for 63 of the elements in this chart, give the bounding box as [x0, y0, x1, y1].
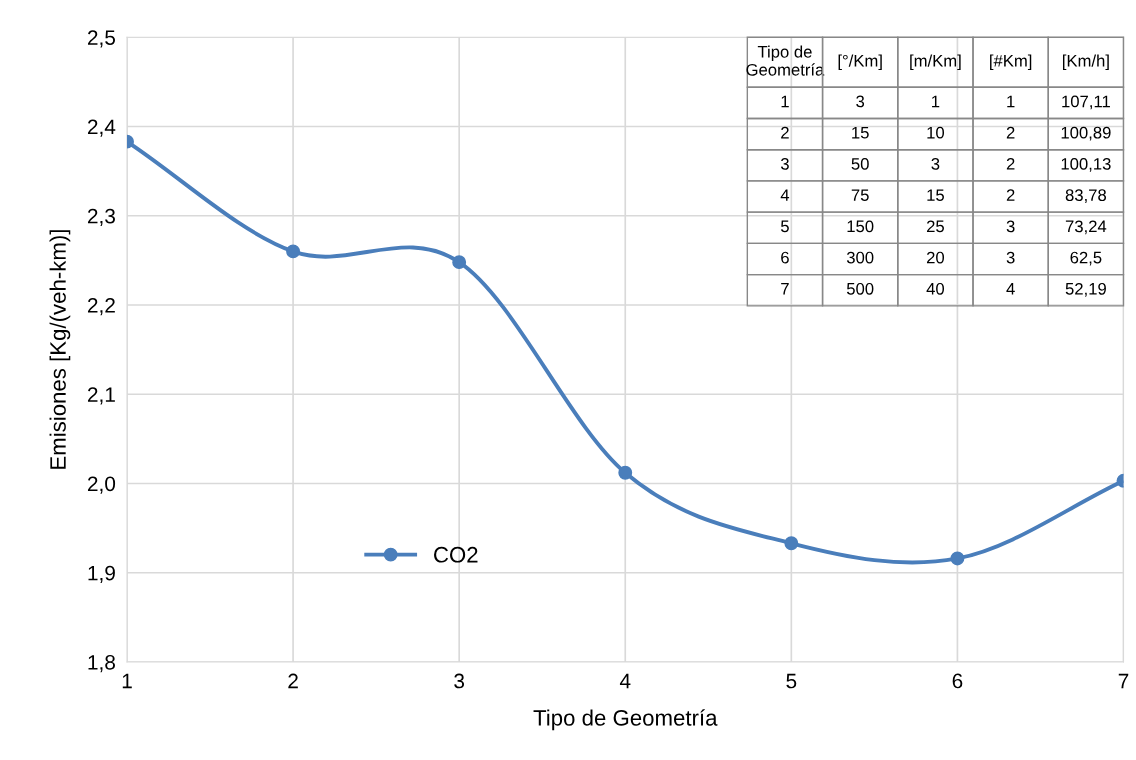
annotation: 6 [781, 251, 789, 264]
annotation: [Km/h] [1062, 54, 1109, 70]
annotation: 1 [781, 95, 789, 108]
annotation: 15 [927, 189, 944, 202]
y-tick-label: 2,5 [87, 30, 116, 48]
annotation: 4 [780, 189, 790, 201]
annotation: 3 [1006, 220, 1015, 233]
x-tick-label: 2 [288, 673, 298, 689]
annotation: 150 [847, 220, 874, 233]
legend-label: CO2 [434, 546, 478, 563]
annotation: 10 [927, 126, 945, 139]
annotation: 100,89 [1061, 126, 1111, 141]
annotation: 83,78 [1065, 189, 1107, 203]
annotation: 62,5 [1070, 251, 1102, 266]
annotation: [°/Km] [838, 54, 882, 70]
annotation: 75 [851, 189, 869, 202]
annotation: 500 [846, 282, 874, 295]
annotation: 3 [1006, 251, 1015, 264]
x-tick-label: 7 [1118, 673, 1129, 689]
x-axis-title: Tipo de Geometría [533, 709, 718, 731]
annotation: 300 [846, 251, 874, 264]
y-tick-label: 2,2 [87, 297, 115, 316]
annotation: 2 [1006, 157, 1015, 170]
point [452, 255, 467, 270]
annotation: 1 [932, 95, 940, 108]
annotation: 73,24 [1065, 220, 1107, 235]
annotation: 20 [926, 251, 945, 264]
annotation: 3 [780, 157, 789, 170]
annotation: 3 [931, 157, 940, 170]
point [950, 551, 965, 566]
annotation: 25 [926, 220, 944, 233]
point [784, 536, 799, 551]
y-tick-label: 2,3 [87, 208, 115, 226]
annotation: 5 [780, 220, 789, 233]
x-tick-label: 6 [952, 673, 963, 689]
x-tick-label: 3 [454, 673, 465, 689]
annotation: 1 [1007, 95, 1015, 108]
annotation: Tipo de Geometría [746, 45, 825, 76]
annotation: 107,11 [1062, 95, 1110, 110]
annotation: 2 [1006, 189, 1015, 201]
annotation: 40 [926, 282, 945, 295]
annotation: 2 [1006, 126, 1015, 139]
y-tick-label: 1,8 [88, 654, 115, 673]
annotation: 52,19 [1065, 282, 1106, 297]
y-tick-label: 1,9 [88, 565, 115, 583]
y-axis-title: Emisiones [Kg/(veh-km)] [49, 230, 71, 469]
x-tick-label: 5 [786, 673, 797, 689]
annotation: 100,13 [1061, 157, 1111, 172]
annotation: 7 [781, 283, 789, 295]
annotation: [m/Km] [910, 54, 961, 70]
y-tick-label: 2,0 [87, 476, 116, 494]
point [618, 465, 633, 480]
point [286, 244, 301, 259]
x-tick-label: 1 [122, 673, 132, 689]
y-tick-label: 2,4 [87, 119, 116, 137]
annotation: [#Km] [990, 54, 1032, 70]
annotation: 50 [851, 157, 869, 170]
x-tick-label: 4 [619, 673, 631, 689]
y-tick-label: 2,1 [87, 387, 115, 405]
annotation: 4 [1006, 283, 1015, 295]
annotation: 2 [781, 126, 789, 139]
annotation: 3 [856, 95, 865, 108]
annotation: 15 [852, 126, 869, 139]
